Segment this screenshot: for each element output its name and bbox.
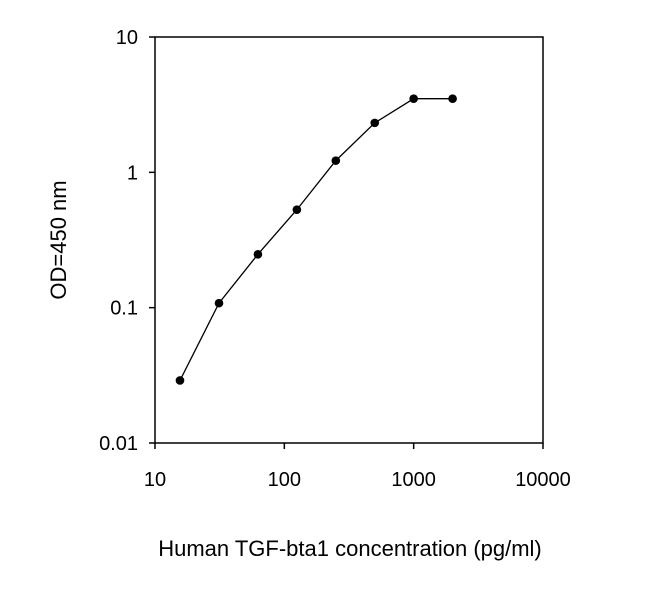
y-tick-label: 0.1 bbox=[110, 298, 138, 320]
y-tick-label: 10 bbox=[116, 27, 138, 49]
data-point bbox=[448, 94, 457, 104]
x-tick-label: 1000 bbox=[391, 469, 436, 491]
y-axis-ticks: 0.01 0.1 1 10 bbox=[99, 27, 155, 455]
data-point bbox=[331, 156, 341, 165]
data-point bbox=[175, 376, 185, 385]
x-axis-title: Human TGF-bta1 concentration (pg/ml) bbox=[158, 536, 542, 561]
data-point bbox=[370, 118, 380, 128]
x-tick-label: 10000 bbox=[515, 469, 571, 491]
data-point bbox=[253, 249, 263, 259]
y-tick-label: 1 bbox=[127, 162, 138, 184]
y-axis-title: OD=450 nm bbox=[46, 180, 71, 299]
plot-area bbox=[154, 36, 544, 444]
series-line bbox=[179, 98, 453, 381]
plot-frame bbox=[154, 36, 544, 444]
x-tick-label: 10 bbox=[144, 469, 166, 491]
series-layer bbox=[175, 94, 457, 385]
data-point bbox=[409, 94, 418, 104]
y-tick-label: 0.01 bbox=[99, 433, 138, 455]
data-point bbox=[292, 205, 302, 214]
x-tick-label: 100 bbox=[268, 469, 301, 491]
data-point bbox=[214, 298, 224, 308]
x-axis-ticks: 10 100 1000 10000 bbox=[144, 443, 571, 491]
